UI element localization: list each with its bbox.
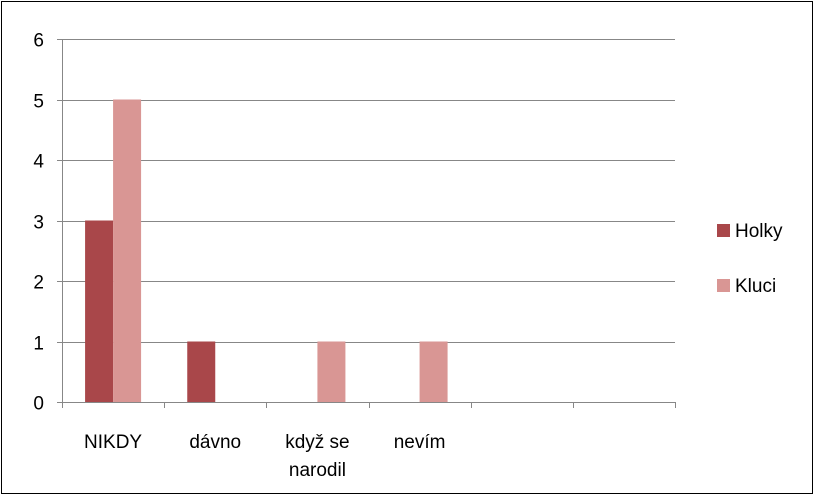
bar-kluci: [113, 99, 142, 402]
x-tick-label: nevím: [394, 432, 446, 453]
legend-label-holky: Holky: [735, 221, 783, 242]
x-axis-labels: NIKDY dávno když se narodil nevím: [84, 432, 445, 481]
legend-label-kluci: Kluci: [735, 276, 776, 297]
bar-holky: [85, 220, 114, 402]
bar-holky: [187, 341, 216, 402]
legend-swatch-kluci: [717, 279, 730, 292]
bar-kluci: [419, 341, 448, 402]
x-tick-label: narodil: [289, 460, 346, 481]
y-axis-ticks: 0 1 2 3 4 5 6: [33, 31, 62, 415]
y-tick-label: 5: [33, 92, 44, 113]
y-tick-label: 1: [33, 334, 44, 355]
y-tick-label: 2: [33, 273, 44, 294]
gridlines: [62, 39, 675, 343]
x-tick-label: když se: [285, 432, 349, 453]
y-tick-label: 3: [33, 213, 44, 234]
x-tick-label: NIKDY: [84, 432, 142, 453]
legend-swatch-holky: [717, 224, 730, 237]
y-tick-label: 4: [33, 152, 44, 173]
y-tick-label: 0: [33, 394, 44, 415]
x-axis: [62, 39, 676, 408]
legend: Holky Kluci: [717, 221, 783, 297]
x-tick-label: dávno: [189, 432, 241, 453]
bars: [85, 99, 448, 402]
bar-kluci: [317, 341, 346, 402]
y-tick-label: 6: [33, 31, 44, 52]
